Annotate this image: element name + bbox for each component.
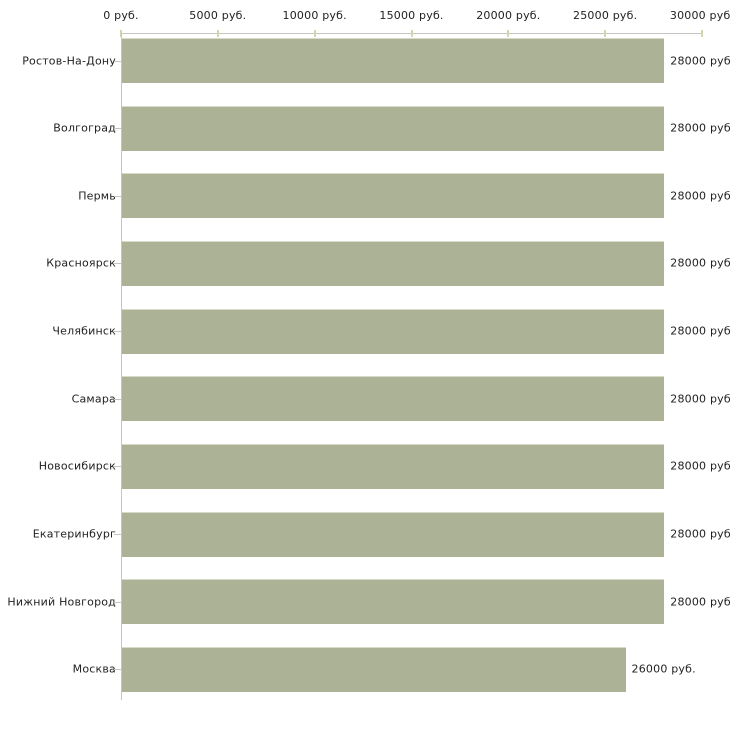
- bar-value-label: 28000 руб.: [670, 256, 730, 270]
- bar-value-label: 28000 руб.: [670, 54, 730, 67]
- category-tick-mark: [114, 466, 121, 467]
- category-tick-mark: [114, 263, 121, 264]
- x-axis-tick-label: 15000 руб.: [379, 9, 444, 22]
- bar-value-label: 28000 руб.: [670, 595, 730, 609]
- x-axis-tick-mark: [410, 30, 413, 37]
- x-axis-tick-mark: [507, 30, 510, 37]
- bar-value-label: 28000 руб.: [670, 189, 730, 203]
- category-tick-mark: [114, 602, 121, 603]
- bar: [122, 579, 665, 625]
- bar: [122, 240, 665, 286]
- bar: [122, 105, 665, 151]
- x-axis-tick-label: 30000 руб.: [669, 9, 730, 22]
- bar: [122, 646, 626, 692]
- category-tick-mark: [114, 61, 121, 62]
- bar-value-label: 28000 руб.: [670, 392, 730, 406]
- category-label: Новосибирск: [38, 459, 116, 473]
- bar-value-label: 28000 руб.: [670, 324, 730, 338]
- category-label: Москва: [72, 662, 116, 676]
- category-tick-mark: [114, 534, 121, 535]
- x-axis-tick-mark: [701, 30, 703, 37]
- bar: [122, 511, 665, 557]
- x-axis-tick-mark: [313, 30, 316, 37]
- bar-value-label: 28000 руб.: [670, 121, 730, 135]
- x-axis-tick-mark: [604, 30, 607, 37]
- x-axis-tick-label: 25000 руб.: [573, 9, 638, 22]
- category-tick-mark: [114, 331, 121, 332]
- category-tick-mark: [114, 669, 121, 670]
- category-label: Ростов-На-Дону: [22, 54, 116, 67]
- category-label: Самара: [71, 392, 116, 406]
- y-axis-line: [121, 33, 122, 700]
- bar: [122, 173, 665, 219]
- category-label: Челябинск: [52, 324, 116, 338]
- category-label: Нижний Новгород: [7, 595, 116, 609]
- category-tick-mark: [114, 196, 121, 197]
- bar-value-label: 28000 руб.: [670, 527, 730, 541]
- category-label: Пермь: [78, 189, 116, 203]
- bar: [122, 376, 665, 422]
- bar: [122, 443, 665, 489]
- bar: [122, 308, 665, 354]
- x-axis-tick-label: 5000 руб.: [189, 9, 247, 22]
- category-tick-mark: [114, 399, 121, 400]
- category-tick-mark: [114, 128, 121, 129]
- bar: [122, 38, 665, 83]
- x-axis-tick-label: 20000 руб.: [476, 9, 541, 22]
- x-axis-tick-label: 0 руб.: [103, 9, 139, 22]
- category-label: Волгоград: [53, 121, 116, 135]
- x-axis-tick-mark: [216, 30, 219, 37]
- bar-value-label: 28000 руб.: [670, 459, 730, 473]
- bar-value-label: 26000 руб.: [631, 662, 696, 676]
- category-label: Красноярск: [46, 256, 116, 270]
- category-label: Екатеринбург: [32, 527, 116, 541]
- x-axis-tick-label: 10000 руб.: [282, 9, 347, 22]
